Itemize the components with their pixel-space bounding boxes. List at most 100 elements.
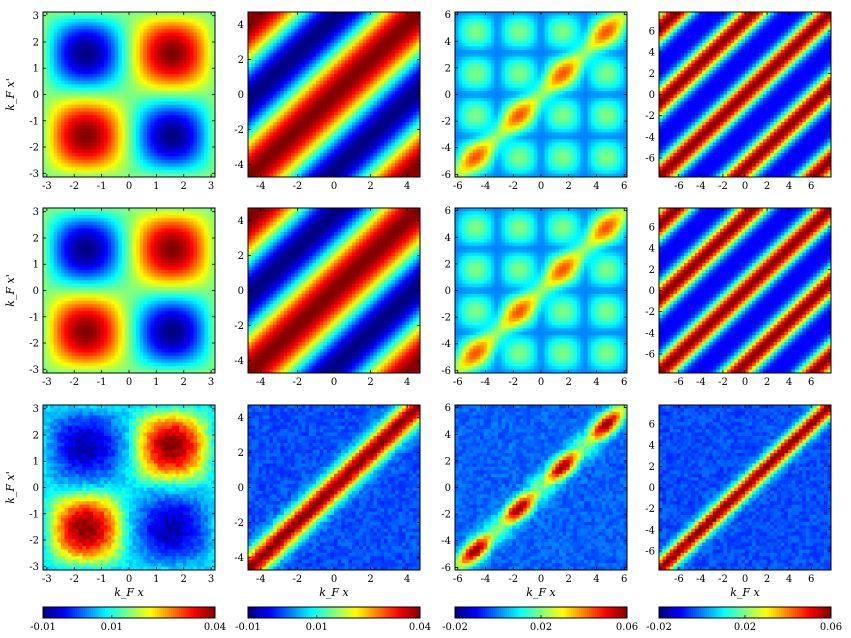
heatmap-cell bbox=[61, 143, 65, 147]
heatmap-cell bbox=[151, 64, 155, 68]
heatmap-cell bbox=[93, 26, 97, 30]
heatmap-cell bbox=[43, 77, 47, 81]
heatmap-cell bbox=[129, 36, 133, 40]
heatmap-cell bbox=[72, 119, 76, 123]
heatmap-cell bbox=[108, 139, 112, 143]
heatmap-cell bbox=[75, 122, 79, 126]
heatmap-cell bbox=[122, 167, 126, 171]
heatmap-cell bbox=[68, 57, 72, 61]
heatmap-cell bbox=[140, 91, 144, 95]
heatmap-cell bbox=[65, 46, 69, 50]
heatmap-cell bbox=[100, 74, 104, 78]
heatmap-cell bbox=[108, 84, 112, 88]
heatmap-cell bbox=[125, 105, 129, 109]
heatmap-cell bbox=[147, 119, 151, 123]
heatmap-cell bbox=[90, 95, 94, 99]
heatmap-cell bbox=[93, 50, 97, 54]
heatmap-cell bbox=[43, 132, 47, 136]
heatmap-cell bbox=[104, 136, 108, 140]
heatmap-cell bbox=[82, 70, 86, 74]
heatmap-cell bbox=[79, 101, 83, 105]
heatmap-cell bbox=[143, 112, 147, 116]
heatmap-cell bbox=[47, 129, 51, 133]
heatmap-cell bbox=[82, 15, 86, 19]
heatmap-cell bbox=[115, 22, 119, 26]
heatmap-cell bbox=[129, 29, 133, 33]
heatmap-cell bbox=[61, 46, 65, 50]
heatmap-cell bbox=[108, 43, 112, 47]
heatmap-cell bbox=[122, 67, 126, 71]
heatmap-cell bbox=[43, 43, 47, 47]
heatmap-cell bbox=[82, 146, 86, 150]
heatmap-cell bbox=[104, 50, 108, 54]
heatmap-cell bbox=[68, 108, 72, 112]
heatmap-cell bbox=[100, 46, 104, 50]
heatmap-cell bbox=[79, 98, 83, 102]
heatmap-cell bbox=[65, 91, 69, 95]
heatmap-cell bbox=[72, 88, 76, 92]
heatmap-cell bbox=[90, 46, 94, 50]
heatmap-cell bbox=[136, 153, 140, 157]
heatmap-cell bbox=[54, 170, 58, 174]
heatmap-cell bbox=[129, 33, 133, 37]
heatmap-cell bbox=[143, 40, 147, 44]
heatmap-cell bbox=[86, 170, 90, 174]
heatmap-cell bbox=[93, 43, 97, 47]
heatmap-cell bbox=[115, 125, 119, 129]
heatmap-cell bbox=[100, 146, 104, 150]
heatmap-cell bbox=[54, 53, 58, 57]
heatmap-cell bbox=[111, 70, 115, 74]
heatmap-cell bbox=[57, 139, 61, 143]
heatmap-cell bbox=[57, 19, 61, 23]
heatmap-cell bbox=[79, 77, 83, 81]
heatmap-cell bbox=[104, 153, 108, 157]
heatmap-cell bbox=[100, 29, 104, 33]
heatmap-cell bbox=[68, 153, 72, 157]
heatmap-cell bbox=[97, 98, 101, 102]
heatmap-cell bbox=[90, 108, 94, 112]
heatmap-cell bbox=[79, 46, 83, 50]
heatmap-cell bbox=[118, 50, 122, 54]
heatmap-cell bbox=[75, 60, 79, 64]
heatmap-cell bbox=[97, 40, 101, 44]
heatmap-cell bbox=[43, 12, 47, 16]
heatmap-cell bbox=[147, 129, 151, 133]
heatmap-cell bbox=[129, 88, 133, 92]
heatmap-cell bbox=[82, 74, 86, 78]
heatmap-cell bbox=[72, 139, 76, 143]
heatmap-cell bbox=[108, 95, 112, 99]
heatmap-cell bbox=[133, 119, 137, 123]
heatmap-cell bbox=[79, 84, 83, 88]
heatmap-cell bbox=[54, 64, 58, 68]
heatmap-cell bbox=[115, 108, 119, 112]
heatmap-cell bbox=[86, 150, 90, 154]
heatmap-cell bbox=[50, 156, 54, 160]
heatmap-cell bbox=[108, 105, 112, 109]
heatmap-cell bbox=[111, 163, 115, 167]
heatmap-cell bbox=[79, 136, 83, 140]
heatmap-cell bbox=[54, 91, 58, 95]
heatmap-cell bbox=[47, 167, 51, 171]
heatmap-cell bbox=[86, 105, 90, 109]
heatmap-cell bbox=[57, 105, 61, 109]
heatmap-cell bbox=[75, 70, 79, 74]
heatmap-cell bbox=[104, 139, 108, 143]
heatmap-cell bbox=[125, 119, 129, 123]
heatmap-cell bbox=[122, 156, 126, 160]
heatmap-cell bbox=[143, 143, 147, 147]
heatmap-cell bbox=[54, 19, 58, 23]
heatmap-cell bbox=[104, 98, 108, 102]
heatmap-cell bbox=[43, 36, 47, 40]
heatmap-cell bbox=[72, 60, 76, 64]
heatmap-cell bbox=[50, 26, 54, 30]
heatmap-cell bbox=[61, 95, 65, 99]
heatmap-cell bbox=[68, 26, 72, 30]
heatmap-cell bbox=[75, 43, 79, 47]
heatmap-cell bbox=[50, 88, 54, 92]
heatmap-cell bbox=[82, 64, 86, 68]
heatmap-cell bbox=[151, 43, 155, 47]
heatmap-cell bbox=[140, 95, 144, 99]
heatmap-cell bbox=[129, 40, 133, 44]
heatmap-cell bbox=[136, 60, 140, 64]
